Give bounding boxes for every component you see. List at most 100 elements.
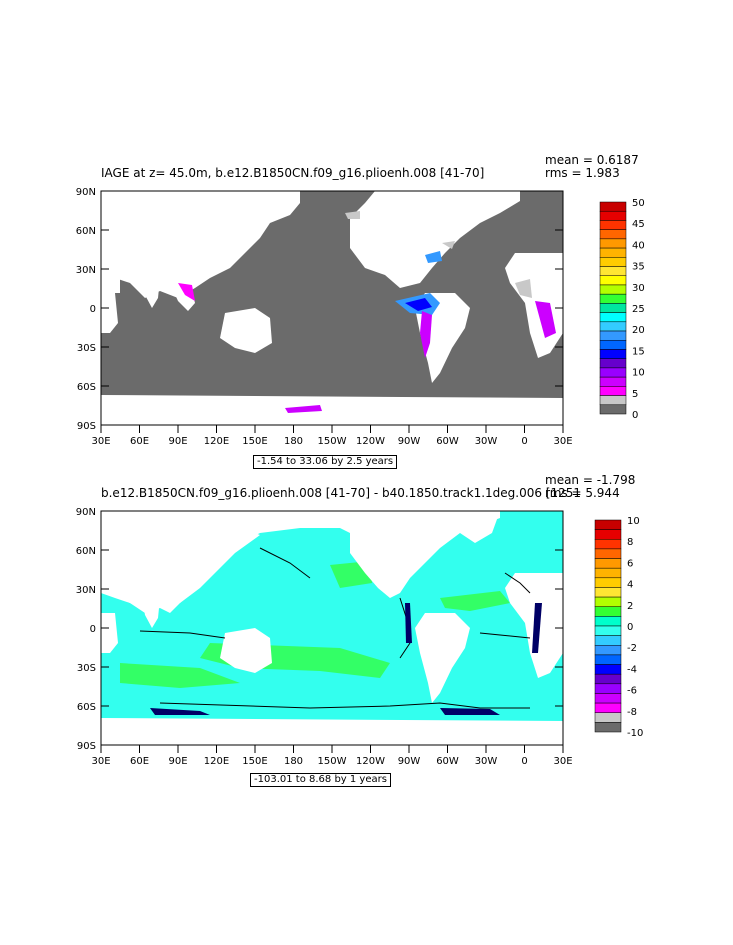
- lon-label: 120E: [204, 436, 229, 445]
- lat-label-0: 0: [90, 304, 96, 315]
- lat-label-60s: 60S: [77, 382, 96, 393]
- panel2-title: b.e12.B1850CN.f09_g16.plioenh.008 [41-70…: [101, 486, 582, 500]
- lon-label: 90E: [168, 436, 187, 445]
- panel2-contour-info: -103.01 to 8.68 by 1 years: [250, 773, 391, 787]
- colorbar2-label: 10: [627, 516, 640, 527]
- colorbar1-swatch: [599, 358, 627, 369]
- panel2-map: 90N 60N 30N 0 30S 60S 90S 30E 60E 90E 12…: [76, 507, 573, 765]
- colorbar1-swatch: [599, 340, 627, 350]
- colorbar2-swatch: [594, 625, 622, 636]
- lat-label-60n: 60N: [76, 546, 96, 557]
- colorbar1-label: 35: [632, 262, 645, 273]
- colorbar2-swatch: [594, 693, 622, 704]
- panel2-mean: mean = -1.798: [545, 473, 636, 487]
- colorbar2-swatch: [594, 616, 622, 627]
- colorbar2-swatch: [594, 702, 622, 713]
- lat-label-90n: 90N: [76, 187, 96, 198]
- panel1-contour-info: -1.54 to 33.06 by 2.5 years: [253, 455, 398, 469]
- lat-label-30s: 30S: [77, 663, 96, 674]
- colorbar1-swatch: [599, 312, 627, 323]
- colorbar1-swatch: [599, 349, 627, 359]
- lon-label: 30E: [553, 756, 572, 765]
- colorbar2-label: -8: [627, 707, 637, 718]
- lon-label: 150E: [242, 756, 267, 765]
- colorbar1-swatch: [599, 247, 627, 258]
- colorbar1-swatch: [599, 395, 627, 406]
- lon-label: 60W: [436, 436, 459, 445]
- colorbar2-label: 6: [627, 558, 633, 569]
- colorbar2-label: -6: [627, 686, 637, 697]
- colorbar2-swatch: [594, 664, 622, 675]
- lat-label-90s: 90S: [77, 741, 96, 752]
- colorbar2-swatch: [594, 519, 622, 530]
- colorbar2-swatch: [594, 577, 622, 588]
- lat-label-60s: 60S: [77, 702, 96, 713]
- lon-label: 30E: [553, 436, 572, 445]
- colorbar1-swatch: [599, 201, 627, 212]
- lon-label: 120W: [356, 436, 385, 445]
- lon-label: 30W: [475, 436, 498, 445]
- colorbar1-label: 5: [632, 389, 638, 400]
- colorbar2-label: 2: [627, 601, 633, 612]
- colorbar2-swatch: [594, 712, 622, 723]
- colorbar2-label: 8: [627, 537, 633, 548]
- colorbar2-swatch: [594, 587, 622, 598]
- lat-label-30n: 30N: [76, 265, 96, 276]
- panel1-title: IAGE at z= 45.0m, b.e12.B1850CN.f09_g16.…: [101, 166, 485, 180]
- colorbar2-label: -10: [627, 728, 643, 738]
- colorbar2-swatch: [594, 673, 622, 685]
- colorbar1-label: 15: [632, 346, 645, 357]
- colorbar1-label: 20: [632, 325, 645, 336]
- lat-label-90n: 90N: [76, 507, 96, 518]
- colorbar1-label: 45: [632, 219, 645, 230]
- colorbar2-swatch: [594, 548, 622, 559]
- colorbar1-swatch: [599, 321, 627, 332]
- colorbar1-swatch: [599, 330, 627, 341]
- colorbar1-swatch: [599, 386, 627, 396]
- colorbar2-swatch: [594, 596, 622, 607]
- lon-label: 150W: [318, 756, 347, 765]
- colorbar1-swatch: [599, 275, 627, 286]
- lat-label-30s: 30S: [77, 343, 96, 354]
- colorbar2-swatch: [594, 567, 622, 579]
- colorbar1-label: 10: [632, 368, 645, 379]
- colorbar2-swatch: [594, 645, 622, 656]
- lon-label: 90W: [398, 756, 421, 765]
- lon-label: 90E: [168, 756, 187, 765]
- lon-label: 60E: [130, 756, 149, 765]
- lon-label: 60W: [436, 756, 459, 765]
- colorbar2-swatch: [594, 529, 622, 540]
- lat-label-0: 0: [90, 624, 96, 635]
- colorbar1-label: 0: [632, 410, 638, 420]
- colorbar2-swatch: [594, 558, 622, 569]
- colorbar1-label: 30: [632, 283, 645, 294]
- colorbar1-swatch: [599, 404, 627, 415]
- colorbar2-label: 4: [627, 580, 633, 591]
- colorbar2-swatch: [594, 683, 622, 694]
- colorbar1-swatch: [599, 238, 627, 249]
- lon-label: 120W: [356, 756, 385, 765]
- lon-label: 180: [284, 436, 303, 445]
- colorbar2-label: -4: [627, 664, 637, 675]
- colorbar1-swatch: [599, 210, 627, 221]
- colorbar1-swatch: [599, 367, 627, 378]
- panel1-rms: rms = 1.983: [545, 166, 620, 180]
- lon-label: 150E: [242, 436, 267, 445]
- lon-label: 30E: [91, 436, 110, 445]
- colorbar2-swatch: [594, 539, 622, 550]
- panel1-map: 90N 60N 30N 0 30S 60S 90S 30E 60E 90E 12…: [76, 187, 573, 445]
- panel2-colorbar: 10 8 6 4 2 0 -2 -4 -6 -8 -10: [594, 516, 643, 738]
- lon-label: 90W: [398, 436, 421, 445]
- colorbar1-label: 50: [632, 198, 645, 209]
- colorbar2-label: -2: [627, 643, 637, 654]
- colorbar2-swatch: [594, 722, 622, 733]
- colorbar1-swatch: [599, 284, 627, 295]
- lon-label: 0: [521, 436, 527, 445]
- lon-label: 0: [521, 756, 527, 765]
- lat-label-30n: 30N: [76, 585, 96, 596]
- colorbar1-swatch: [599, 229, 627, 240]
- colorbar2-swatch: [594, 635, 622, 646]
- colorbar1-swatch: [599, 266, 627, 276]
- colorbar1-label: 40: [632, 240, 645, 251]
- lon-label: 60E: [130, 436, 149, 445]
